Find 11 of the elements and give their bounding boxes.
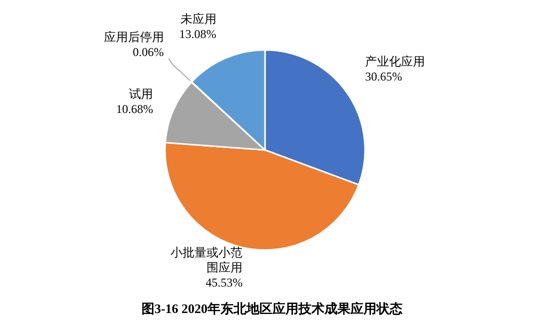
data-label: 30.65%	[365, 69, 402, 84]
slice-label: 产业化应用	[365, 54, 426, 68]
data-label: 10.68%	[116, 102, 154, 116]
data-label: 45.53%	[206, 276, 243, 290]
data-label: 0.06%	[132, 45, 164, 60]
slice-label: 应用后停用	[104, 30, 164, 44]
data-label: 13.08%	[179, 27, 216, 42]
text: 图3-16 2020年东北地区应用技术成果应用状态	[141, 301, 404, 316]
slice-label: 试用	[129, 86, 154, 101]
slice-label: 未应用	[180, 12, 216, 26]
slice-label: 小批量或小范围应用	[170, 246, 243, 275]
